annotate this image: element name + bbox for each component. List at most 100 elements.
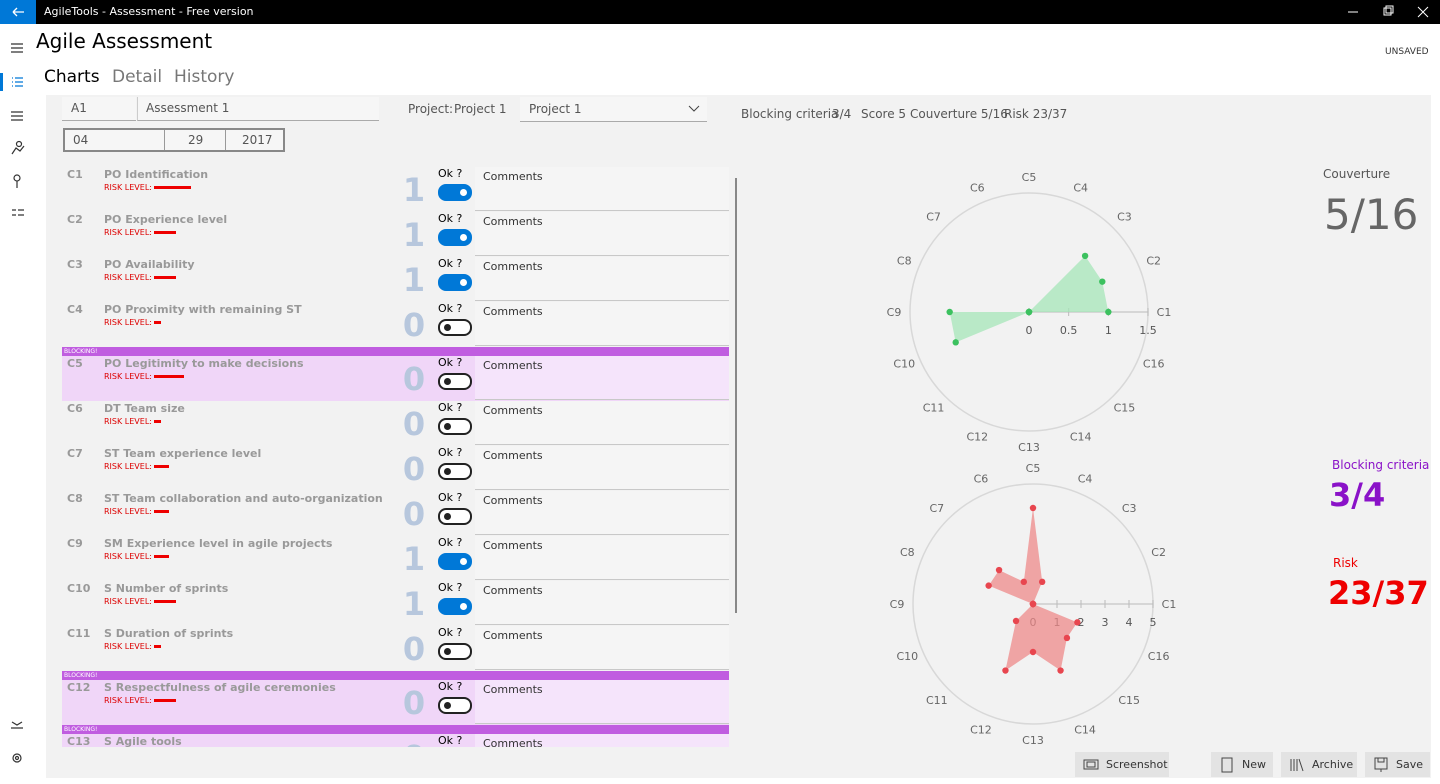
toggle[interactable] xyxy=(438,697,472,714)
toggle[interactable] xyxy=(438,643,472,660)
toggle[interactable] xyxy=(438,319,472,336)
comments-placeholder: Comments xyxy=(483,359,543,372)
couverture-label: Couverture xyxy=(1323,167,1391,181)
comments-box[interactable]: Comments xyxy=(475,257,729,301)
tab[interactable]: History xyxy=(174,67,235,87)
criterion-id: C5 xyxy=(67,357,83,370)
toggle[interactable] xyxy=(438,418,472,435)
comments-box[interactable]: Comments xyxy=(475,626,729,670)
toggle[interactable] xyxy=(438,508,472,525)
risk-label: Risk xyxy=(1333,556,1358,570)
risk-bar xyxy=(154,231,177,234)
comments-box[interactable]: Comments xyxy=(475,680,729,724)
blocking-banner: BLOCKING! xyxy=(62,347,729,356)
risk-label: RISK LEVEL: xyxy=(104,462,152,471)
criterion-row: C9 SM Experience level in agile projects R… xyxy=(62,536,729,581)
criteria-list: C1 PO Identification RISK LEVEL: 1 Ok ? Comme… xyxy=(62,167,729,747)
summary-score: Score 5 xyxy=(861,107,907,121)
score: 0 xyxy=(402,450,426,488)
comments-box[interactable]: Comments xyxy=(475,734,729,747)
window-controls[interactable] xyxy=(1330,0,1440,24)
criterion-name: S Respectfulness of agile ceremonies xyxy=(104,681,336,694)
new-button[interactable]: New xyxy=(1211,752,1273,777)
date-month: 04 xyxy=(73,133,89,147)
comments-placeholder: Comments xyxy=(483,305,543,318)
summary-couverture: Couverture 5/16 xyxy=(910,107,1008,121)
comments-placeholder: Comments xyxy=(483,494,543,507)
comments-box[interactable]: Comments xyxy=(475,491,729,535)
comments-box[interactable]: Comments xyxy=(475,536,729,580)
risk-bar xyxy=(154,510,169,513)
criterion-name: PO Availability xyxy=(104,258,195,271)
toggle[interactable] xyxy=(438,184,472,201)
ok-label: Ok ? xyxy=(438,734,463,747)
divider xyxy=(225,130,226,150)
criterion-row: C12 S Respectfulness of agile ceremonies R… xyxy=(62,680,729,725)
toggle[interactable] xyxy=(438,373,472,390)
project-label: Project: xyxy=(408,102,454,116)
risk-label: RISK LEVEL: xyxy=(104,318,152,327)
nav-icons[interactable] xyxy=(0,24,36,780)
criterion-id: C3 xyxy=(67,258,83,271)
code-input[interactable]: A1 xyxy=(62,97,136,121)
risk-label: RISK LEVEL: xyxy=(104,552,152,561)
icon xyxy=(1290,758,1304,772)
divider xyxy=(164,130,165,150)
criterion-row: C7 ST Team experience level RISK LEVEL: 0 Ok… xyxy=(62,446,729,491)
date-input[interactable]: 04 29 2017 xyxy=(63,128,285,152)
comments-box[interactable]: Comments xyxy=(475,212,729,256)
toggle-knob xyxy=(444,513,451,520)
comments-placeholder: Comments xyxy=(483,215,543,228)
criterion-row: C1 PO Identification RISK LEVEL: 1 Ok ? Comme… xyxy=(62,167,729,212)
toggle-knob xyxy=(460,558,467,565)
toggle-knob xyxy=(444,324,451,331)
toggle[interactable] xyxy=(438,463,472,480)
toggle[interactable] xyxy=(438,598,472,615)
comments-box[interactable]: Comments xyxy=(475,401,729,445)
comments-box[interactable]: Comments xyxy=(475,356,729,400)
toggle[interactable] xyxy=(438,229,472,246)
screenshot-button[interactable]: Screenshot xyxy=(1075,752,1169,777)
ok-label: Ok ? xyxy=(438,257,463,270)
scrollbar[interactable] xyxy=(735,178,737,613)
back-button[interactable] xyxy=(0,0,36,24)
risk-label: RISK LEVEL: xyxy=(104,642,152,651)
toggle[interactable] xyxy=(438,274,472,291)
name-input[interactable]: Assessment 1 xyxy=(137,97,379,121)
blocking-value: 3/4 xyxy=(1329,476,1386,514)
toggle-knob xyxy=(460,603,467,610)
criterion-name: PO Identification xyxy=(104,168,209,181)
save-button[interactable]: Save xyxy=(1365,752,1430,777)
blocking-banner: BLOCKING! xyxy=(62,671,729,680)
risk-bar xyxy=(154,600,177,603)
criterion-id: C2 xyxy=(67,213,83,226)
blocking-label: Blocking criteria xyxy=(1332,458,1430,472)
comments-box[interactable]: Comments xyxy=(475,167,729,211)
risk-value: 23/37 xyxy=(1328,574,1429,612)
status: UNSAVED xyxy=(1385,47,1429,57)
toggle[interactable] xyxy=(438,553,472,570)
comments-box[interactable]: Comments xyxy=(475,581,729,625)
criterion-name: DT Team size xyxy=(104,402,185,415)
archive-button[interactable]: Archive xyxy=(1281,752,1357,777)
criterion-row: C6 DT Team size RISK LEVEL: 0 Ok ? Comments xyxy=(62,401,729,446)
tab[interactable]: Detail xyxy=(112,67,163,87)
criterion-row: C8 ST Team collaboration and auto-organiz… xyxy=(62,491,729,536)
toggle-knob xyxy=(444,423,451,430)
comments-box[interactable]: Comments xyxy=(475,446,729,490)
comments-placeholder: Comments xyxy=(483,539,543,552)
project-select[interactable]: Project 1 xyxy=(520,97,707,122)
button-label: New xyxy=(1242,758,1266,771)
score: 0 xyxy=(402,495,426,533)
criterion-name: PO Proximity with remaining ST xyxy=(104,303,302,316)
ok-label: Ok ? xyxy=(438,680,463,693)
comments-box[interactable]: Comments xyxy=(475,302,729,346)
risk-bar xyxy=(154,186,191,189)
tab[interactable]: Charts xyxy=(44,67,100,87)
ok-label: Ok ? xyxy=(438,491,463,504)
score: 1 xyxy=(402,171,426,209)
criterion-id: C13 xyxy=(67,735,91,747)
criterion-id: C8 xyxy=(67,492,83,505)
